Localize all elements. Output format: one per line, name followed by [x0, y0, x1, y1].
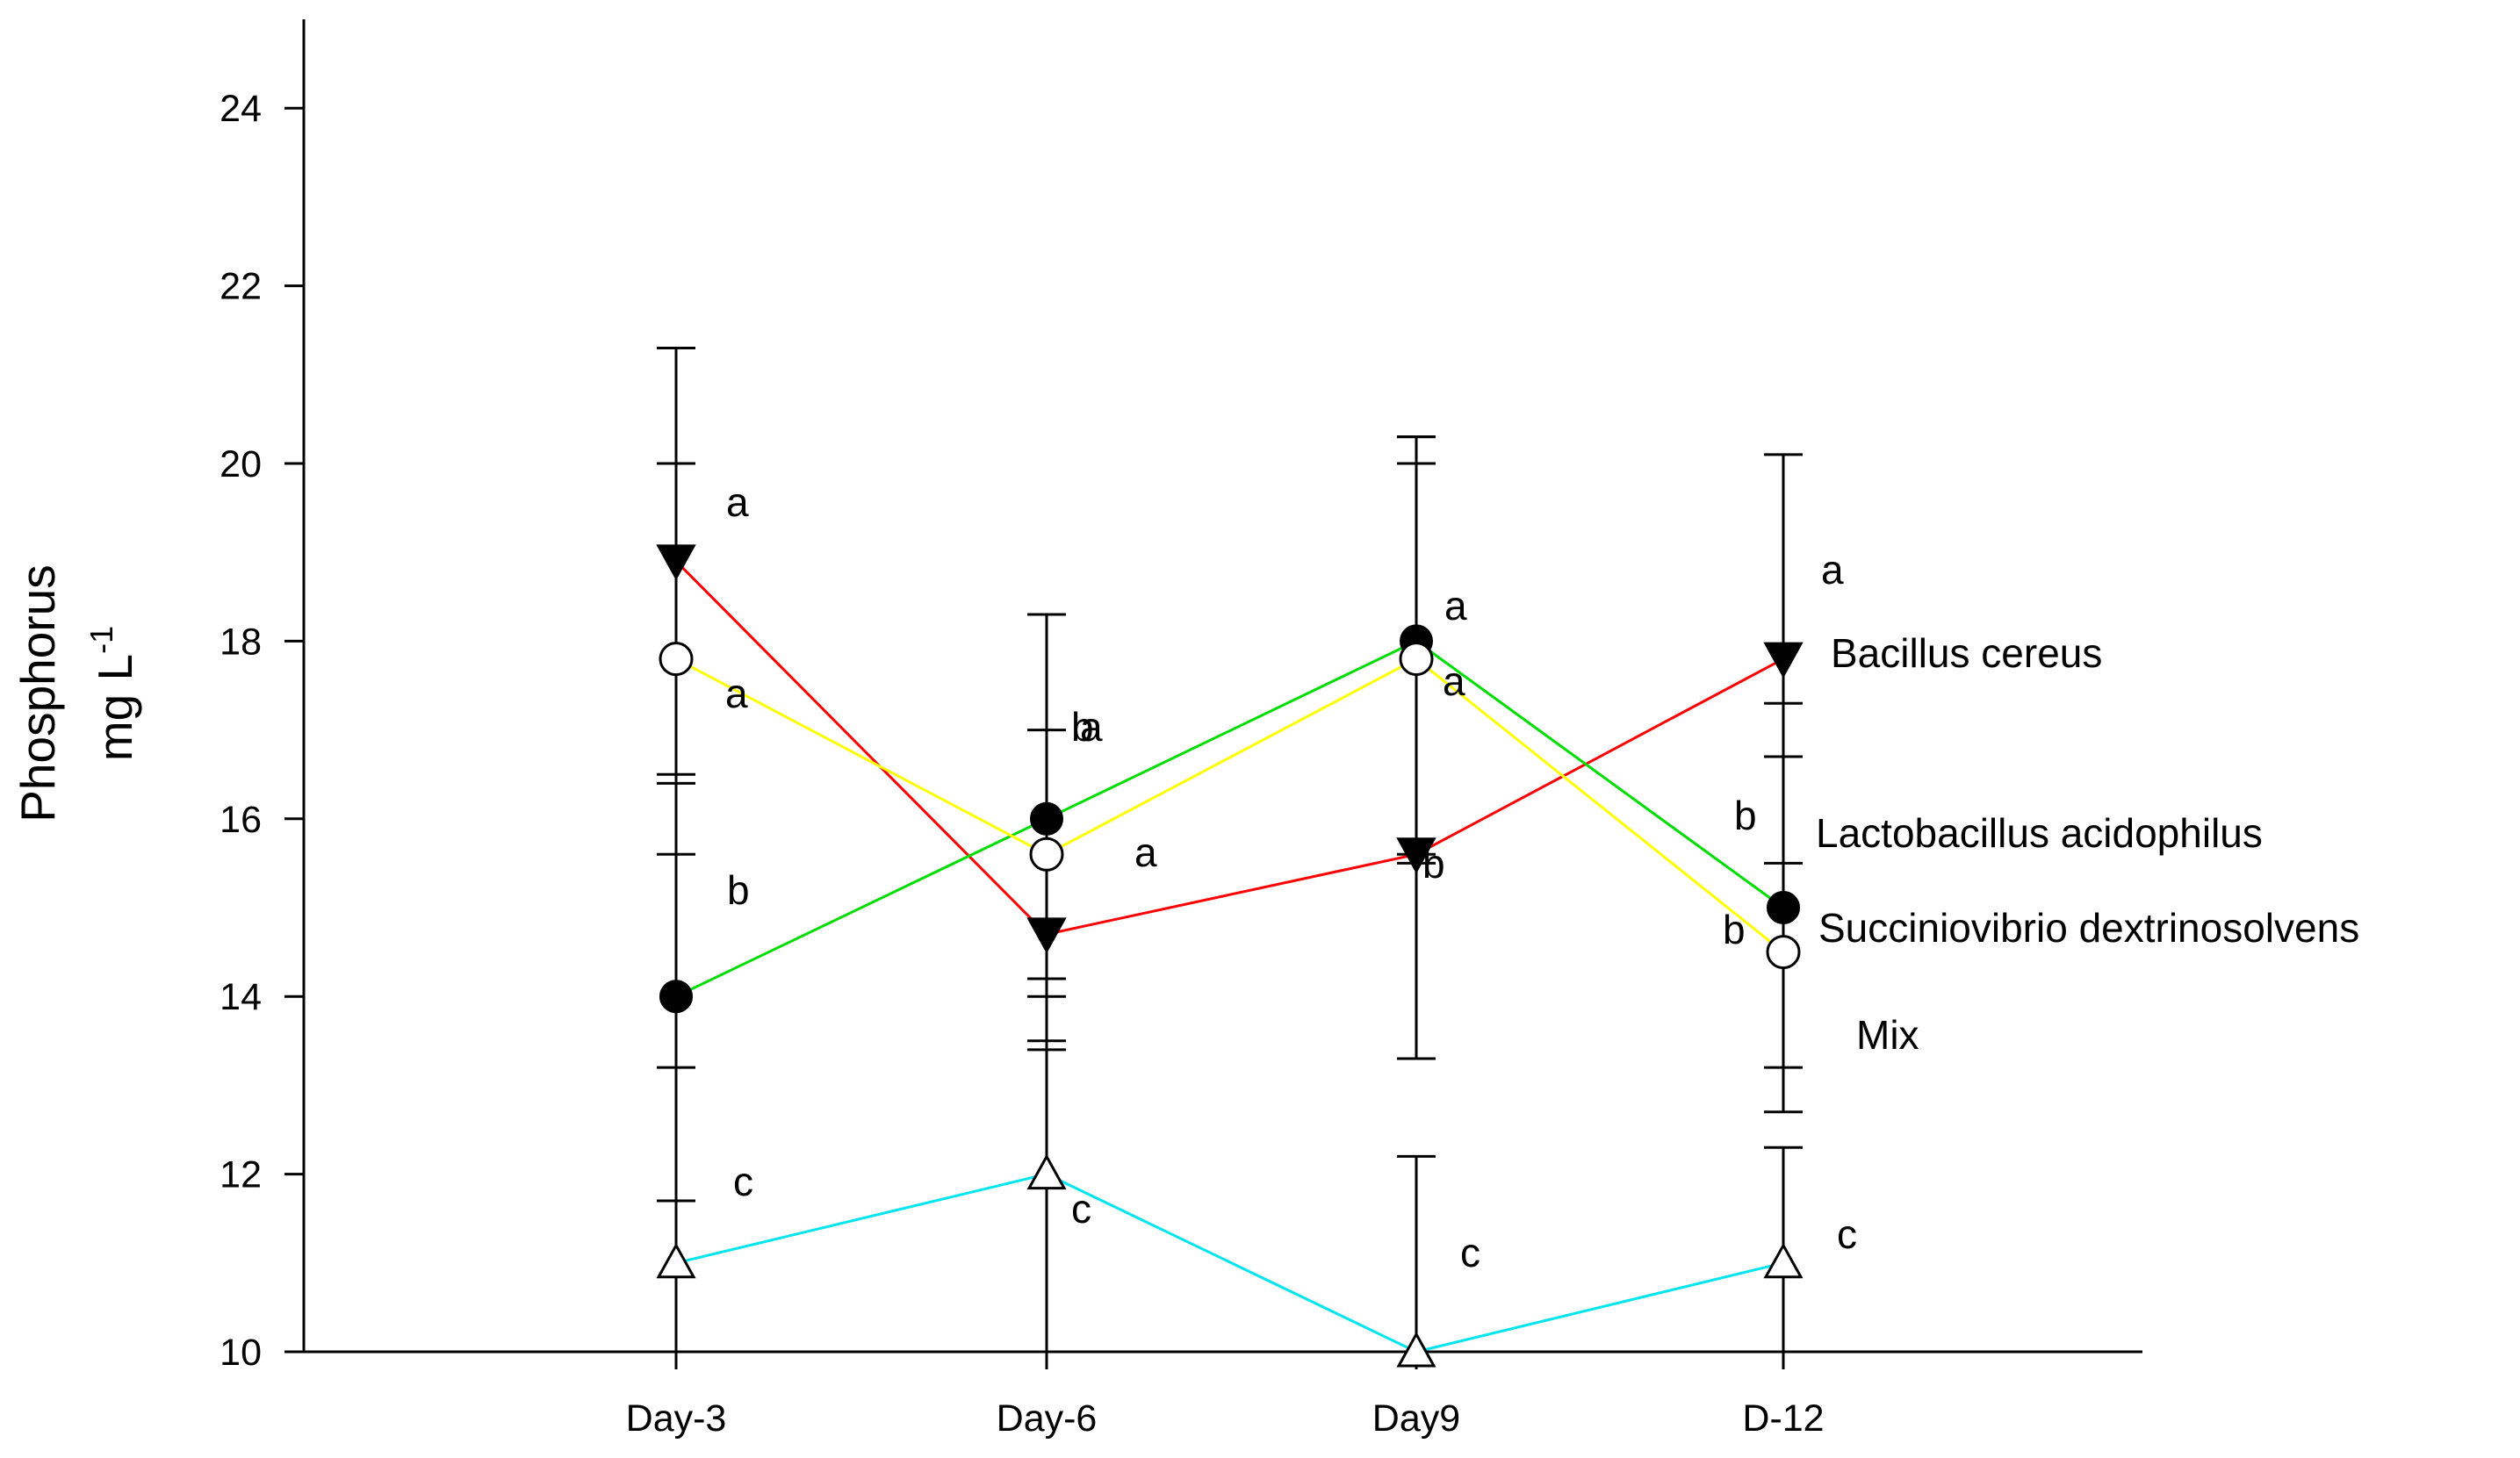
y-axis-label: Phosphorus mg L-1	[11, 564, 142, 822]
y-axis-unit: mg L-1	[83, 626, 142, 761]
series-line	[675, 657, 1784, 953]
data-point	[1026, 1153, 1067, 1190]
data-point	[1766, 935, 1801, 970]
significance-letter: c	[733, 1159, 753, 1204]
data-point	[656, 1242, 696, 1279]
significance-letter: a	[726, 479, 749, 525]
x-tick-label: Day-6	[997, 1397, 1098, 1440]
data-point	[1029, 837, 1064, 872]
y-tick-label: 18	[220, 621, 262, 663]
significance-letter: c	[1071, 1186, 1091, 1232]
legend-label: Bacillus cereus	[1831, 630, 2102, 676]
data-point	[1030, 801, 1063, 836]
data-point	[659, 980, 693, 1014]
significance-letter: a	[725, 671, 748, 716]
legend-label: Mix	[1856, 1012, 1919, 1058]
data-point	[1763, 1242, 1804, 1279]
significance-letter: a	[1443, 658, 1465, 704]
series-line	[675, 1173, 1784, 1354]
significance-letter: a	[1821, 547, 1844, 593]
series-markers	[656, 544, 1804, 1368]
significance-letter: b	[1071, 704, 1094, 750]
series-line	[675, 639, 1784, 998]
legend: Bacillus cereus Lactobacillus acidophilus…	[1816, 630, 2359, 1058]
data-point	[1763, 642, 1804, 679]
axes: 10 12 14 16 18 20 22 24 Day-3 Day-6 Day9 D-12	[220, 19, 2142, 1440]
x-tick-label: Day-3	[626, 1397, 727, 1440]
data-point	[1396, 1331, 1436, 1368]
significance-letter: a	[1080, 704, 1103, 750]
y-tick-label: 22	[220, 266, 262, 308]
y-tick-label: 20	[220, 443, 262, 485]
y-tick-label: 12	[220, 1154, 262, 1196]
legend-label: Succiniovibrio dextrinosolvens	[1818, 905, 2359, 951]
significance-letter: b	[1723, 907, 1746, 952]
error-bars	[657, 346, 1803, 1352]
y-tick-label: 16	[220, 799, 262, 841]
significance-letter: c	[1460, 1230, 1480, 1275]
x-tick-label: D-12	[1742, 1397, 1824, 1440]
y-tick-label: 24	[220, 88, 262, 130]
y-axis-title: Phosphorus	[11, 564, 65, 822]
significance-letter: b	[727, 867, 750, 913]
y-tick-label: 14	[220, 976, 262, 1018]
data-point	[1026, 917, 1067, 954]
y-tick-label: 10	[220, 1332, 262, 1374]
significance-letter: c	[1837, 1211, 1857, 1257]
series-lines	[674, 560, 1784, 1354]
x-tick-label: Day9	[1372, 1397, 1460, 1440]
legend-label: Lactobacillus acidophilus	[1816, 810, 2263, 856]
data-point	[656, 544, 696, 581]
data-point	[1396, 837, 1436, 874]
significance-letter: a	[1134, 830, 1157, 875]
series-line	[674, 560, 1784, 936]
data-point	[659, 642, 694, 677]
significance-letter: b	[1734, 793, 1757, 838]
significance-letter: a	[1444, 583, 1467, 628]
significance-letter: b	[1422, 841, 1445, 887]
data-point	[1399, 642, 1434, 677]
data-point	[1767, 891, 1800, 924]
